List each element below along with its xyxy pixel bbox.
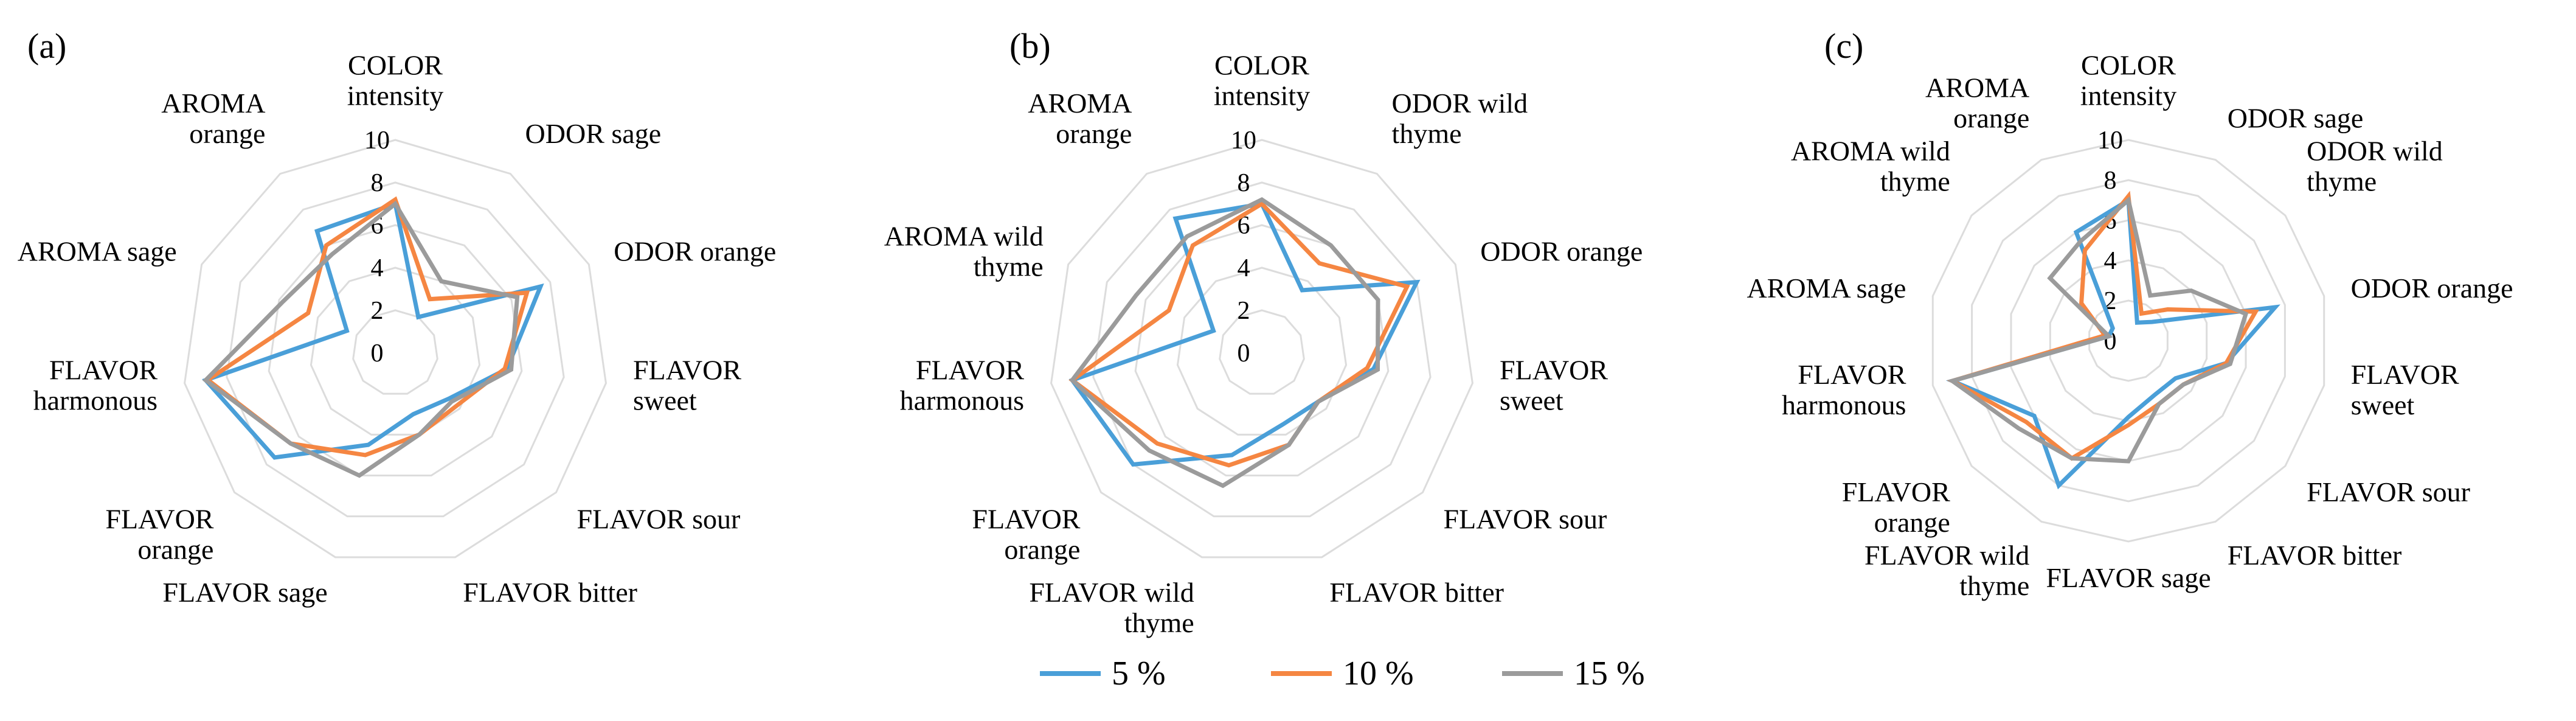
grid-ring: [226, 181, 565, 518]
axis-label-flavor-bitter: FLAVOR bitter: [2228, 540, 2402, 571]
axis-label-aroma-sage: AROMA sage: [1747, 273, 1906, 304]
axis-label-aroma-wild-thyme: AROMA wild thyme: [1791, 136, 1950, 197]
axis-label-color-intensity: COLOR intensity: [347, 50, 443, 111]
legend-label-15: 15 %: [1574, 655, 1645, 692]
tick-label: 0: [371, 340, 384, 367]
panel-label: (a): [27, 26, 66, 66]
grid-ring: [1050, 139, 1473, 559]
series-line-5: [1945, 197, 2280, 490]
axis-label-odor-wild-thyme: ODOR wild thyme: [2307, 136, 2443, 197]
tick-label: 8: [1238, 169, 1250, 197]
series-line-15: [1947, 196, 2249, 464]
tick-label: 8: [2104, 167, 2117, 195]
legend-label-5: 5 %: [1112, 655, 1166, 692]
tick-label: 8: [371, 169, 384, 197]
axis-label-aroma-orange: AROMA orange: [1925, 72, 2029, 134]
tick-label: 4: [1238, 254, 1250, 282]
tick-label: 2: [1238, 297, 1250, 325]
axis-label-odor-wild-thyme: ODOR wild thyme: [1392, 88, 1528, 149]
axis-label-flavor-harmonous: FLAVOR harmonous: [900, 355, 1025, 416]
axis-label-flavor-sweet: FLAVOR sweet: [633, 355, 741, 416]
axis-label-odor-sage: ODOR sage: [525, 118, 662, 149]
axis-label-flavor-sweet: FLAVOR sweet: [2351, 359, 2459, 420]
axis-label-flavor-sour: FLAVOR sour: [1444, 504, 1607, 535]
axis-label-odor-orange: ODOR orange: [1480, 235, 1643, 266]
grid-ring: [1092, 181, 1432, 518]
series-line-10: [1068, 201, 1410, 468]
grid-ring: [1931, 139, 2325, 543]
tick-label: 0: [1238, 340, 1250, 367]
grid-ring: [268, 224, 523, 476]
axis-label-flavor-orange: FLAVOR orange: [105, 504, 213, 565]
panel-label: (b): [1009, 26, 1051, 66]
grid-ring: [1176, 266, 1348, 436]
axis-label-aroma-sage: AROMA sage: [18, 235, 177, 266]
grid-ring: [1971, 179, 2286, 503]
grid-ring: [1219, 309, 1305, 395]
axis-label-flavor-sweet: FLAVOR sweet: [1500, 355, 1608, 416]
axis-label-flavor-sour: FLAVOR sour: [2307, 476, 2470, 507]
axis-label-flavor-orange: FLAVOR orange: [1842, 476, 1950, 538]
axis-label-flavor-sage: FLAVOR sage: [2046, 562, 2211, 593]
axis-label-aroma-wild-thyme: AROMA wild thyme: [884, 220, 1044, 282]
legend-label-10: 10 %: [1343, 655, 1414, 692]
axis-label-flavor-sour: FLAVOR sour: [577, 504, 741, 535]
series-line-15: [202, 200, 520, 478]
axis-label-flavor-bitter: FLAVOR bitter: [463, 577, 637, 608]
axis-label-flavor-wild-thyme: FLAVOR wild thyme: [1029, 577, 1194, 638]
axis-label-color-intensity: COLOR intensity: [1214, 50, 1310, 111]
grid-ring: [352, 309, 438, 395]
legend: 5 % 10 % 15 %: [1040, 655, 1645, 692]
grid-ring: [2049, 259, 2208, 422]
tick-label: 4: [371, 254, 384, 282]
grid-ring: [184, 139, 607, 559]
axis-label-odor-orange: ODOR orange: [614, 235, 776, 266]
axis-label-aroma-orange: AROMA orange: [1028, 88, 1132, 149]
axis-label-color-intensity: COLOR intensity: [2080, 50, 2176, 111]
axis-label-odor-sage: ODOR sage: [2228, 103, 2364, 134]
axis-label-flavor-sage: FLAVOR sage: [162, 577, 327, 608]
axis-label-odor-orange: ODOR orange: [2351, 273, 2513, 304]
tick-label: 4: [2104, 247, 2117, 275]
panel-label: (c): [1824, 26, 1863, 66]
tick-label: 10: [1231, 127, 1256, 155]
axis-label-flavor-bitter: FLAVOR bitter: [1329, 577, 1504, 608]
axis-label-aroma-orange: AROMA orange: [161, 88, 265, 149]
axis-label-flavor-orange: FLAVOR orange: [972, 504, 1080, 565]
series-line-15: [1069, 197, 1380, 489]
tick-label: 10: [2097, 127, 2123, 155]
axis-label-flavor-harmonous: FLAVOR harmonous: [1782, 359, 1906, 420]
tick-label: 10: [364, 127, 390, 155]
axis-label-flavor-wild-thyme: FLAVOR wild thyme: [1864, 540, 2029, 601]
grid-ring: [310, 266, 481, 436]
axis-label-flavor-harmonous: FLAVOR harmonous: [33, 355, 158, 416]
tick-label: 2: [371, 297, 384, 325]
